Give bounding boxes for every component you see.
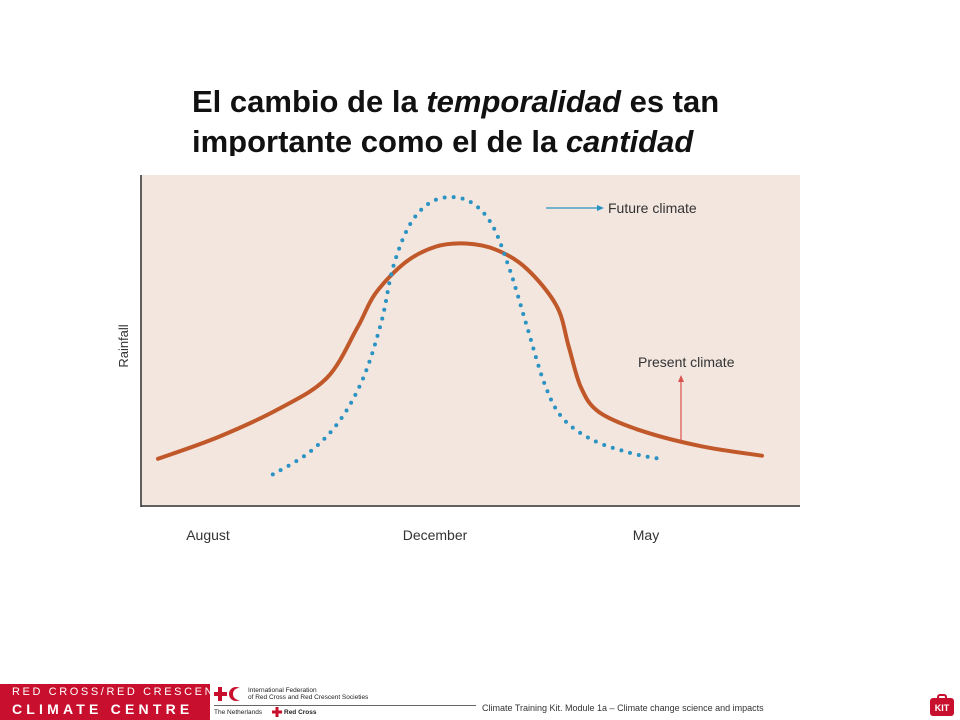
rainfall-chart: Rainfall August December May Future climat… <box>116 175 800 543</box>
climate-centre-logo: RED CROSS/RED CRESCENT CLIMATE CENTRE <box>0 684 222 720</box>
ifrc-name-line-1: International Federation <box>248 687 317 694</box>
title-text-2: es tan importante como el de la <box>192 84 720 156</box>
plot-background <box>140 175 800 507</box>
footer-divider <box>214 705 476 706</box>
present-climate-annotation: Present climate <box>638 354 735 370</box>
netherlands-label: The Netherlands <box>214 709 263 716</box>
logo-line-1: RED CROSS/RED CRESCENT <box>12 686 225 698</box>
present-arrowhead-icon <box>678 375 684 382</box>
series-present-climate-line <box>156 241 764 461</box>
ifrc-logo-block: International Federation of Red Cross an… <box>214 684 474 720</box>
y-axis-label: Rainfall <box>116 324 131 367</box>
kit-badge: KIT <box>930 698 954 716</box>
kit-handle-icon <box>937 694 947 699</box>
slide-title: El cambio de la temporalidad es tan impo… <box>192 82 872 156</box>
future-arrowhead-icon <box>597 205 604 211</box>
x-tick-label: May <box>633 527 659 543</box>
x-tick-label: December <box>403 527 468 543</box>
footer-caption: Climate Training Kit. Module 1a – Climat… <box>482 703 764 713</box>
red-cross-crescent-icon <box>214 687 244 701</box>
ifrc-name-line-2: of Red Cross and Red Crescent Societies <box>248 694 369 701</box>
title-italic-2: cantidad <box>565 124 694 156</box>
red-cross-label: Red Cross <box>284 709 317 716</box>
title-italic-1: temporalidad <box>426 84 621 119</box>
future-climate-annotation: Future climate <box>608 200 697 216</box>
title-text-1: El cambio de la <box>192 84 427 119</box>
logo-line-2: CLIMATE CENTRE <box>12 701 194 717</box>
netherlands-red-cross-icon <box>272 707 282 717</box>
x-tick-label: August <box>186 527 230 543</box>
